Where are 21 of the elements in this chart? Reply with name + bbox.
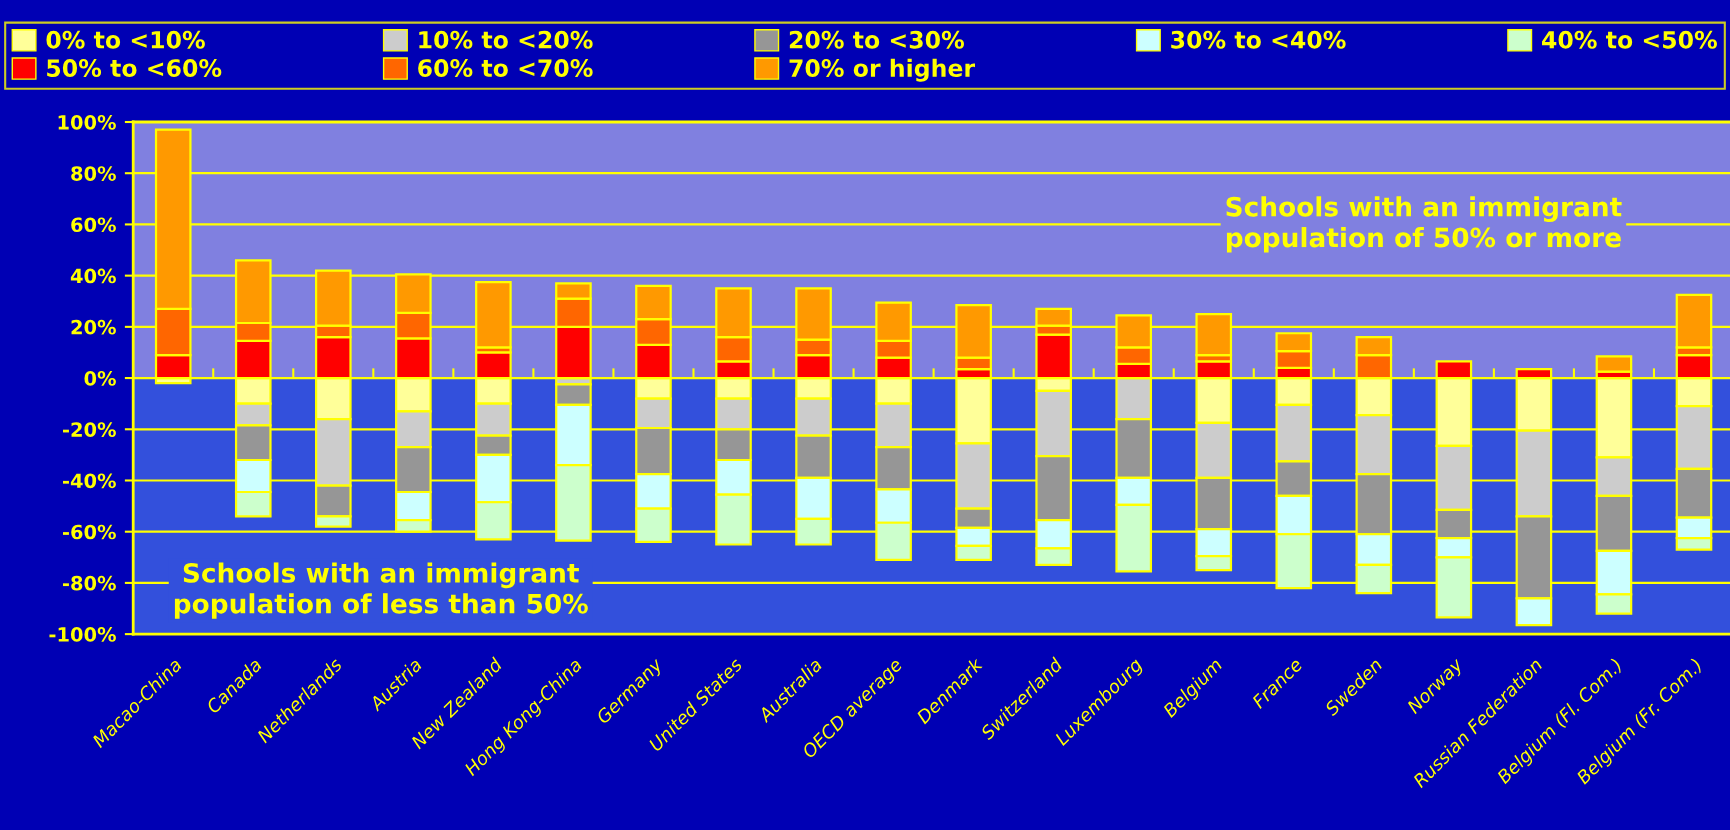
y-tick-label: -60% xyxy=(62,524,116,540)
legend-label: 40% to <50% xyxy=(1542,30,1717,49)
y-tick-label: -20% xyxy=(62,422,116,437)
y-tick-label: 80% xyxy=(71,166,116,181)
y-tick-label: -80% xyxy=(62,575,116,591)
legend-label: 50% to <60% xyxy=(47,59,222,77)
legend-label: 10% to <20% xyxy=(419,30,593,49)
legend-label: 60% to <70% xyxy=(418,59,593,77)
band-label: Schools with an immigrant population of less than 50% xyxy=(174,562,588,619)
legend-label: 20% to <30% xyxy=(789,30,964,49)
y-tick-label: 60% xyxy=(71,217,116,233)
y-tick-label: 20% xyxy=(71,319,116,335)
y-tick-label: 100% xyxy=(58,114,116,130)
legend-label: 70% or higher xyxy=(789,58,976,82)
legend-label: 0% to <10% xyxy=(46,30,205,49)
legend-label: 30% to <40% xyxy=(1171,30,1346,49)
y-tick-label: 40% xyxy=(70,268,116,284)
y-tick-label: 0% xyxy=(84,371,116,386)
y-tick-label: -100% xyxy=(49,627,116,642)
band-label: Schools with an immigrant population of 50% or more xyxy=(1226,196,1622,253)
y-tick-label: -40% xyxy=(62,473,116,489)
